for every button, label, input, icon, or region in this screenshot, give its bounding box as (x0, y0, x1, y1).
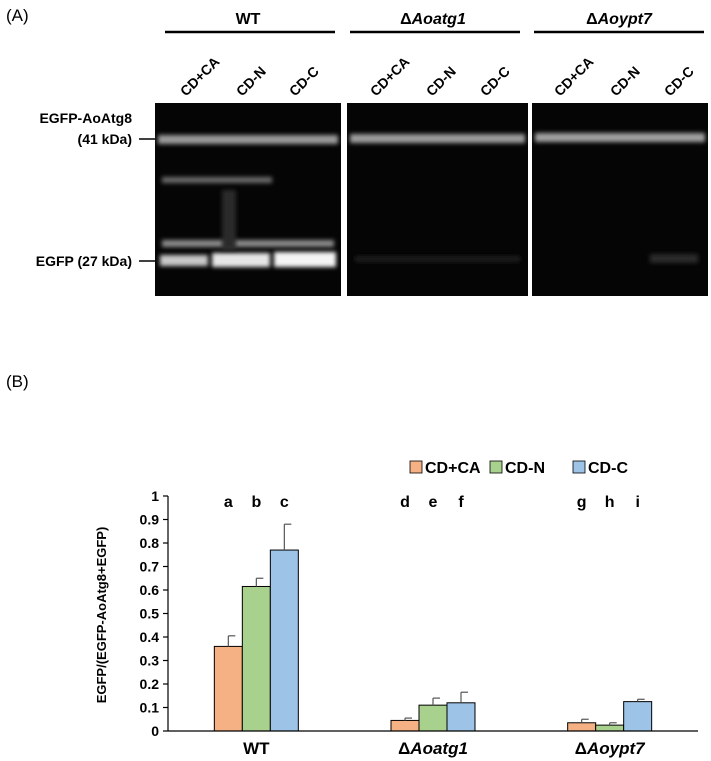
y-axis-title: EGFP/(EGFP-AoAtg8+EGFP) (94, 527, 109, 704)
y-tick-label: 1 (151, 488, 159, 504)
band-wt-fusion (158, 135, 338, 144)
band-aoatg1-faint (355, 256, 520, 262)
significance-letter: b (251, 494, 261, 511)
y-tick-label: 0 (151, 723, 159, 739)
significance-letter: d (400, 494, 410, 511)
band-wt-egfp-lane3 (274, 252, 336, 267)
bar-cd-n-aoypt7 (595, 724, 625, 732)
western-blot: WT ΔAoatg1 ΔAoypt7 CD+CA CD-N CD-C CD+CA… (36, 11, 708, 296)
significance-letter: g (577, 494, 587, 511)
category-label-aoatg1: ΔAoatg1 (398, 739, 468, 758)
legend-label: CD-N (505, 460, 545, 477)
band-wt-egfp-lane1 (160, 255, 208, 266)
group-title-aoatg1: ΔAoatg1 (400, 11, 466, 28)
band-wt-egfp-lane2 (212, 253, 270, 267)
legend-swatch (572, 460, 586, 474)
bars: a b c d e f g h i (213, 494, 653, 732)
band-wt-intermediate (162, 177, 272, 183)
legend-label: CD-C (588, 460, 628, 477)
y-tick-label: 0.3 (140, 653, 160, 669)
bar-cd-c-wt (269, 549, 299, 732)
y-tick-label: 0.2 (140, 676, 160, 692)
panel-a-label: (A) (6, 6, 29, 25)
bar-cd-c-aoatg1 (446, 702, 476, 732)
significance-letter: a (224, 494, 233, 511)
legend: CD+CA CD-N CD-C (409, 460, 628, 477)
band-label-fusion-line2: (41 kDa) (78, 131, 132, 147)
y-tick-label: 0.4 (140, 629, 160, 645)
group-title-wt: WT (236, 11, 261, 28)
significance-letter: e (429, 494, 438, 511)
significance-letter: h (605, 494, 615, 511)
bar-cd-n-aoatg1 (418, 704, 448, 732)
band-wt-upper-doublet (162, 240, 334, 247)
significance-letter: f (458, 494, 464, 511)
band-aoatg1-fusion (350, 134, 525, 143)
band-aoypt7-faint (650, 254, 698, 263)
band-aoypt7-fusion (535, 133, 705, 142)
x-axis: WT ΔAoatg1 ΔAoypt7 (168, 730, 698, 758)
y-tick-label: 0.6 (140, 582, 160, 598)
y-tick-label: 0.1 (140, 700, 160, 716)
band-label-free: EGFP (27 kDa) (36, 253, 132, 269)
panel-b-label: (B) (6, 372, 29, 391)
bar-cd-n-wt (241, 585, 271, 732)
significance-letter: c (280, 494, 289, 511)
bar-cd-ca-aoypt7 (567, 722, 597, 732)
y-tick-label: 0.7 (140, 559, 160, 575)
y-tick-label: 0.9 (140, 512, 160, 528)
bar-cd-ca-aoatg1 (390, 719, 420, 732)
bar-cd-ca-wt (213, 645, 243, 732)
legend-label: CD+CA (425, 460, 481, 477)
group-title-aoypt7: ΔAoypt7 (586, 11, 653, 28)
legend-swatch (489, 460, 503, 474)
category-label-aoypt7: ΔAoypt7 (575, 739, 646, 758)
significance-letter: i (635, 494, 639, 511)
band-wt-smear (222, 190, 236, 250)
y-axis: 0 0.1 0.2 0.3 0.4 0.5 0.6 0.7 0.8 0.9 1 (140, 488, 169, 739)
y-tick-label: 0.8 (140, 535, 160, 551)
y-tick-label: 0.5 (140, 606, 160, 622)
legend-swatch (409, 460, 423, 474)
bar-cd-c-aoypt7 (623, 701, 653, 732)
category-label-wt: WT (243, 739, 270, 758)
band-label-fusion-line1: EGFP-AoAtg8 (39, 110, 132, 126)
